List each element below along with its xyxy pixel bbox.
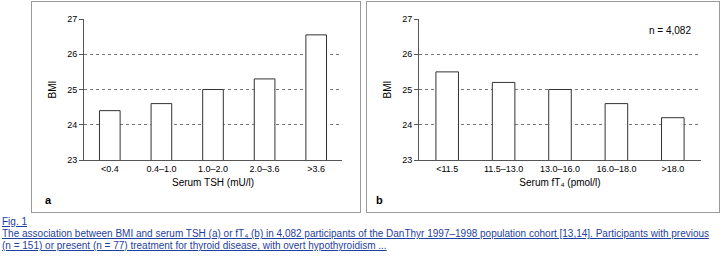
svg-text:2.0–3.6: 2.0–3.6 — [250, 164, 280, 174]
svg-text:a: a — [45, 194, 52, 206]
svg-text:26: 26 — [67, 49, 77, 59]
svg-text:b: b — [376, 194, 383, 206]
svg-text:Serum TSH (mU/l): Serum TSH (mU/l) — [172, 177, 254, 188]
svg-text:23: 23 — [67, 155, 77, 165]
svg-text:0.4–1.0: 0.4–1.0 — [146, 164, 176, 174]
svg-text:16.0–18.0: 16.0–18.0 — [596, 164, 636, 174]
svg-text:23: 23 — [402, 155, 412, 165]
svg-text:>3.6: >3.6 — [307, 164, 325, 174]
svg-text:24: 24 — [67, 120, 77, 130]
svg-text:>18.0: >18.0 — [661, 164, 684, 174]
svg-text:27: 27 — [402, 14, 412, 24]
svg-text:BMI: BMI — [47, 81, 58, 99]
svg-text:26: 26 — [402, 49, 412, 59]
svg-text:Serum fT₄ (pmol/l): Serum fT₄ (pmol/l) — [519, 177, 600, 188]
svg-text:27: 27 — [67, 14, 77, 24]
html-text:The association between BMI an: The association between BMI and serum TS… — [2, 228, 710, 251]
svg-text:25: 25 — [402, 85, 412, 95]
svg-text:24: 24 — [402, 120, 412, 130]
svg-text:n = 4,082: n = 4,082 — [649, 25, 691, 36]
svg-text:25: 25 — [67, 85, 77, 95]
svg-text:11.5–13.0: 11.5–13.0 — [484, 164, 523, 174]
svg-text:13.0–16.0: 13.0–16.0 — [540, 164, 580, 174]
svg-text:BMI: BMI — [382, 81, 393, 99]
svg-text:<0.4: <0.4 — [101, 164, 119, 174]
svg-text:1.0–2.0: 1.0–2.0 — [198, 164, 228, 174]
html-text:Fig. 1: Fig. 1 — [2, 216, 27, 227]
svg-text:<11.5: <11.5 — [436, 164, 458, 174]
